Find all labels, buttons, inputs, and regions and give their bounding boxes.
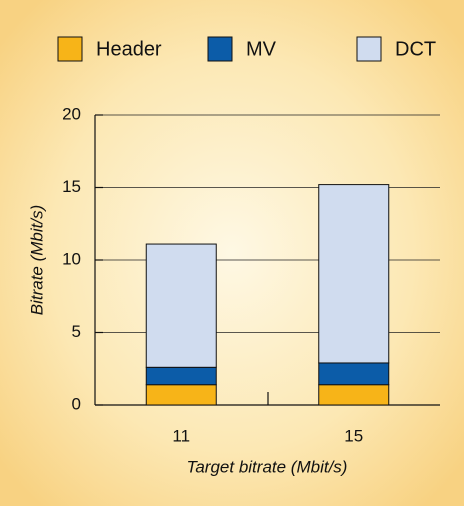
y-tick-label: 5 — [72, 322, 81, 341]
bar-segment — [318, 384, 390, 406]
legend-text: Header — [96, 38, 162, 60]
bar-segment — [145, 243, 217, 368]
y-tick-label: 15 — [62, 177, 81, 196]
x-tick-label: 15 — [344, 426, 363, 445]
y-tick-label: 10 — [62, 249, 81, 268]
legend-swatch — [57, 36, 83, 62]
bar-segment — [145, 384, 217, 406]
y-tick-label: 20 — [62, 104, 81, 123]
y-tick-label: 0 — [72, 394, 81, 413]
y-axis-title: Bitrate (Mbit/s) — [27, 205, 46, 316]
bar-segment — [145, 366, 217, 386]
bar-segment — [318, 184, 390, 364]
x-axis-title: Target bitrate (Mbit/s) — [187, 457, 348, 476]
bar-segment — [318, 362, 390, 386]
legend-swatch — [356, 36, 382, 62]
legend-swatch — [207, 36, 233, 62]
legend-text: MV — [246, 38, 277, 60]
x-tick-label: 11 — [172, 426, 190, 445]
legend-text: DCT — [395, 38, 436, 60]
